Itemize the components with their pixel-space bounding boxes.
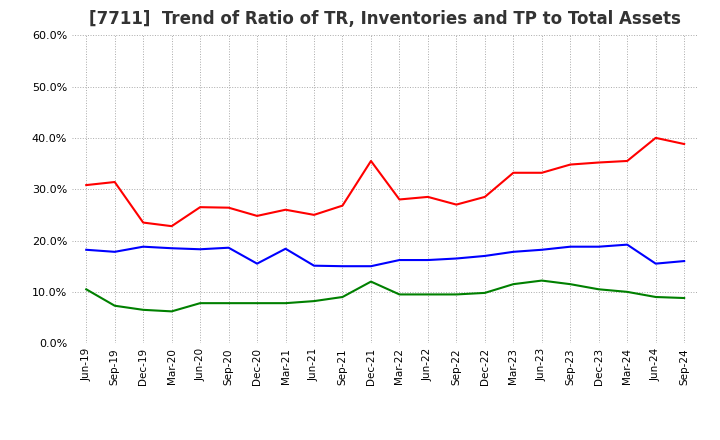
Trade Receivables bbox=[680, 141, 688, 147]
Inventories bbox=[338, 264, 347, 269]
Trade Receivables bbox=[225, 205, 233, 210]
Inventories bbox=[509, 249, 518, 254]
Trade Receivables bbox=[366, 158, 375, 164]
Trade Receivables bbox=[253, 213, 261, 219]
Trade Receivables bbox=[82, 183, 91, 188]
Trade Payables bbox=[366, 279, 375, 284]
Inventories bbox=[196, 246, 204, 252]
Inventories bbox=[282, 246, 290, 251]
Inventories bbox=[423, 257, 432, 263]
Trade Payables bbox=[395, 292, 404, 297]
Line: Trade Payables: Trade Payables bbox=[86, 281, 684, 312]
Inventories bbox=[225, 245, 233, 250]
Trade Receivables bbox=[480, 194, 489, 200]
Trade Receivables bbox=[338, 203, 347, 208]
Trade Receivables bbox=[282, 207, 290, 213]
Trade Payables bbox=[566, 282, 575, 287]
Trade Receivables bbox=[566, 162, 575, 167]
Inventories bbox=[452, 256, 461, 261]
Trade Payables bbox=[310, 298, 318, 304]
Trade Payables bbox=[167, 309, 176, 314]
Inventories bbox=[680, 258, 688, 264]
Trade Payables bbox=[139, 307, 148, 312]
Trade Receivables bbox=[167, 224, 176, 229]
Trade Payables bbox=[452, 292, 461, 297]
Inventories bbox=[566, 244, 575, 249]
Inventories bbox=[480, 253, 489, 259]
Trade Payables bbox=[623, 289, 631, 294]
Trade Receivables bbox=[423, 194, 432, 200]
Trade Payables bbox=[282, 301, 290, 306]
Inventories bbox=[110, 249, 119, 254]
Trade Payables bbox=[652, 294, 660, 300]
Trade Receivables bbox=[110, 180, 119, 185]
Inventories bbox=[395, 257, 404, 263]
Trade Payables bbox=[423, 292, 432, 297]
Trade Payables bbox=[196, 301, 204, 306]
Trade Payables bbox=[225, 301, 233, 306]
Inventories bbox=[652, 261, 660, 266]
Inventories bbox=[139, 244, 148, 249]
Inventories bbox=[310, 263, 318, 268]
Inventories bbox=[366, 264, 375, 269]
Trade Receivables bbox=[310, 212, 318, 217]
Inventories bbox=[167, 246, 176, 251]
Inventories bbox=[253, 261, 261, 266]
Trade Payables bbox=[595, 287, 603, 292]
Inventories bbox=[82, 247, 91, 253]
Trade Payables bbox=[110, 303, 119, 308]
Line: Trade Receivables: Trade Receivables bbox=[86, 138, 684, 226]
Inventories bbox=[623, 242, 631, 247]
Title: [7711]  Trend of Ratio of TR, Inventories and TP to Total Assets: [7711] Trend of Ratio of TR, Inventories… bbox=[89, 10, 681, 28]
Trade Receivables bbox=[595, 160, 603, 165]
Trade Receivables bbox=[537, 170, 546, 176]
Trade Receivables bbox=[395, 197, 404, 202]
Trade Receivables bbox=[139, 220, 148, 225]
Trade Payables bbox=[253, 301, 261, 306]
Inventories bbox=[595, 244, 603, 249]
Line: Inventories: Inventories bbox=[86, 245, 684, 266]
Trade Payables bbox=[82, 287, 91, 292]
Trade Payables bbox=[480, 290, 489, 296]
Trade Receivables bbox=[652, 135, 660, 140]
Trade Payables bbox=[680, 295, 688, 301]
Trade Payables bbox=[509, 282, 518, 287]
Trade Payables bbox=[338, 294, 347, 300]
Trade Receivables bbox=[623, 158, 631, 164]
Trade Receivables bbox=[452, 202, 461, 207]
Trade Receivables bbox=[196, 205, 204, 210]
Inventories bbox=[537, 247, 546, 253]
Trade Receivables bbox=[509, 170, 518, 176]
Trade Payables bbox=[537, 278, 546, 283]
